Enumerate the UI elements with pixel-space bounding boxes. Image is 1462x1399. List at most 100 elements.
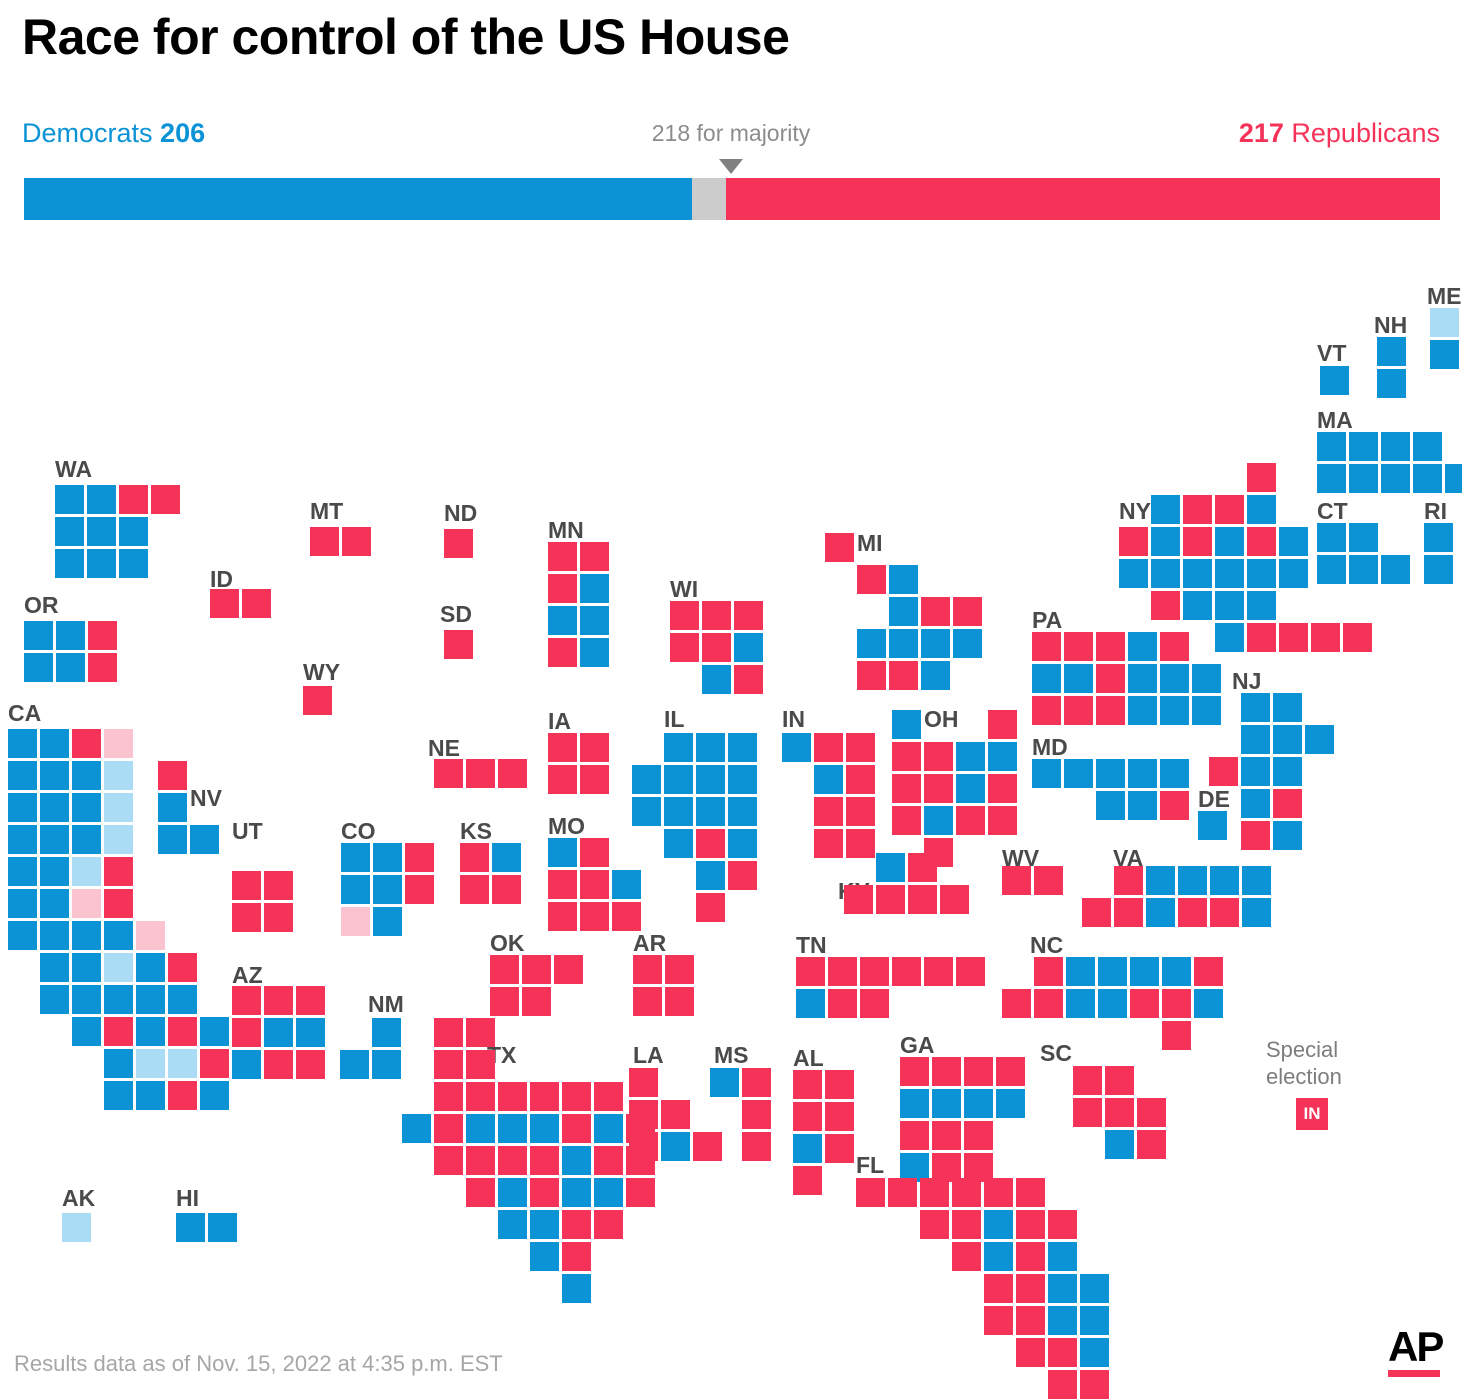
district-square xyxy=(104,889,133,918)
state-label-sc: SC xyxy=(1040,1040,1072,1066)
state-label-md: MD xyxy=(1032,734,1068,760)
district-square xyxy=(1082,898,1111,927)
district-square xyxy=(264,1050,293,1079)
district-square xyxy=(372,1050,401,1079)
ap-logo: AP xyxy=(1388,1326,1444,1377)
district-square xyxy=(548,606,577,635)
district-square xyxy=(466,1082,495,1111)
district-square xyxy=(498,1178,527,1207)
republicans-tally: 217 Republicans xyxy=(1239,118,1440,149)
district-square xyxy=(8,857,37,886)
district-square xyxy=(814,733,843,762)
district-square xyxy=(136,1017,165,1046)
district-square xyxy=(1343,623,1372,652)
district-square xyxy=(892,806,921,835)
district-square xyxy=(119,517,148,546)
district-square xyxy=(984,1242,1013,1271)
district-square xyxy=(466,1146,495,1175)
district-square xyxy=(562,1082,591,1111)
district-square xyxy=(742,1100,771,1129)
district-square xyxy=(104,761,133,790)
district-square xyxy=(996,1089,1025,1118)
district-square xyxy=(1151,559,1180,588)
district-square xyxy=(632,765,661,794)
district-square xyxy=(984,1306,1013,1335)
district-square xyxy=(158,825,187,854)
district-square xyxy=(953,597,982,626)
district-square xyxy=(1279,559,1308,588)
district-square xyxy=(548,838,577,867)
democrats-party-label: Democrats xyxy=(22,118,153,148)
district-square xyxy=(158,761,187,790)
district-square xyxy=(1048,1242,1077,1271)
district-square xyxy=(87,485,116,514)
district-square xyxy=(210,589,239,618)
district-square xyxy=(1242,898,1271,927)
district-square xyxy=(580,765,609,794)
district-square xyxy=(670,601,699,630)
state-label-me: ME xyxy=(1427,283,1462,309)
republicans-bar-segment xyxy=(726,178,1440,220)
district-square xyxy=(594,1210,623,1239)
district-square xyxy=(548,765,577,794)
legend-line-1: Special xyxy=(1266,1037,1339,1062)
district-square xyxy=(554,955,583,984)
district-square xyxy=(444,529,473,558)
district-square xyxy=(562,1274,591,1303)
district-square xyxy=(1413,432,1442,461)
district-square xyxy=(1080,1370,1109,1399)
state-label-de: DE xyxy=(1198,786,1230,812)
state-label-wy: WY xyxy=(303,659,341,685)
district-square xyxy=(940,885,969,914)
district-square xyxy=(104,1081,133,1110)
district-square xyxy=(814,829,843,858)
district-square xyxy=(1105,1098,1134,1127)
district-square xyxy=(1160,664,1189,693)
state-label-ar: AR xyxy=(633,930,667,956)
district-square xyxy=(1128,791,1157,820)
district-square xyxy=(1215,527,1244,556)
state-label-hi: HI xyxy=(176,1185,199,1211)
district-square xyxy=(72,953,101,982)
district-square xyxy=(1160,791,1189,820)
district-square xyxy=(889,629,918,658)
district-square xyxy=(1137,1130,1166,1159)
district-square xyxy=(661,1100,690,1129)
state-label-ri: RI xyxy=(1424,498,1447,524)
district-square xyxy=(984,1210,1013,1239)
district-square xyxy=(888,1178,917,1207)
district-square xyxy=(1273,693,1302,722)
district-square xyxy=(24,621,53,650)
district-square xyxy=(857,661,886,690)
district-square xyxy=(40,889,69,918)
district-square xyxy=(562,1178,591,1207)
district-square xyxy=(1064,664,1093,693)
district-square xyxy=(1080,1306,1109,1335)
district-square xyxy=(434,1050,463,1079)
district-square xyxy=(548,638,577,667)
state-label-al: AL xyxy=(793,1045,824,1071)
district-square xyxy=(548,902,577,931)
district-square xyxy=(104,825,133,854)
district-square xyxy=(1048,1306,1077,1335)
district-square xyxy=(405,875,434,904)
district-square xyxy=(40,921,69,950)
district-square xyxy=(1064,696,1093,725)
district-square xyxy=(466,1050,495,1079)
district-square xyxy=(1317,464,1346,493)
district-square xyxy=(136,921,165,950)
district-square xyxy=(62,1213,91,1242)
district-square xyxy=(876,885,905,914)
district-square xyxy=(892,957,921,986)
district-square xyxy=(889,597,918,626)
district-square xyxy=(825,1070,854,1099)
district-square xyxy=(264,903,293,932)
district-square xyxy=(1215,623,1244,652)
district-square xyxy=(612,902,641,931)
district-square xyxy=(136,985,165,1014)
district-square xyxy=(924,742,953,771)
district-square xyxy=(1048,1274,1077,1303)
district-square xyxy=(828,957,857,986)
district-square xyxy=(72,729,101,758)
district-square xyxy=(1048,1338,1077,1367)
